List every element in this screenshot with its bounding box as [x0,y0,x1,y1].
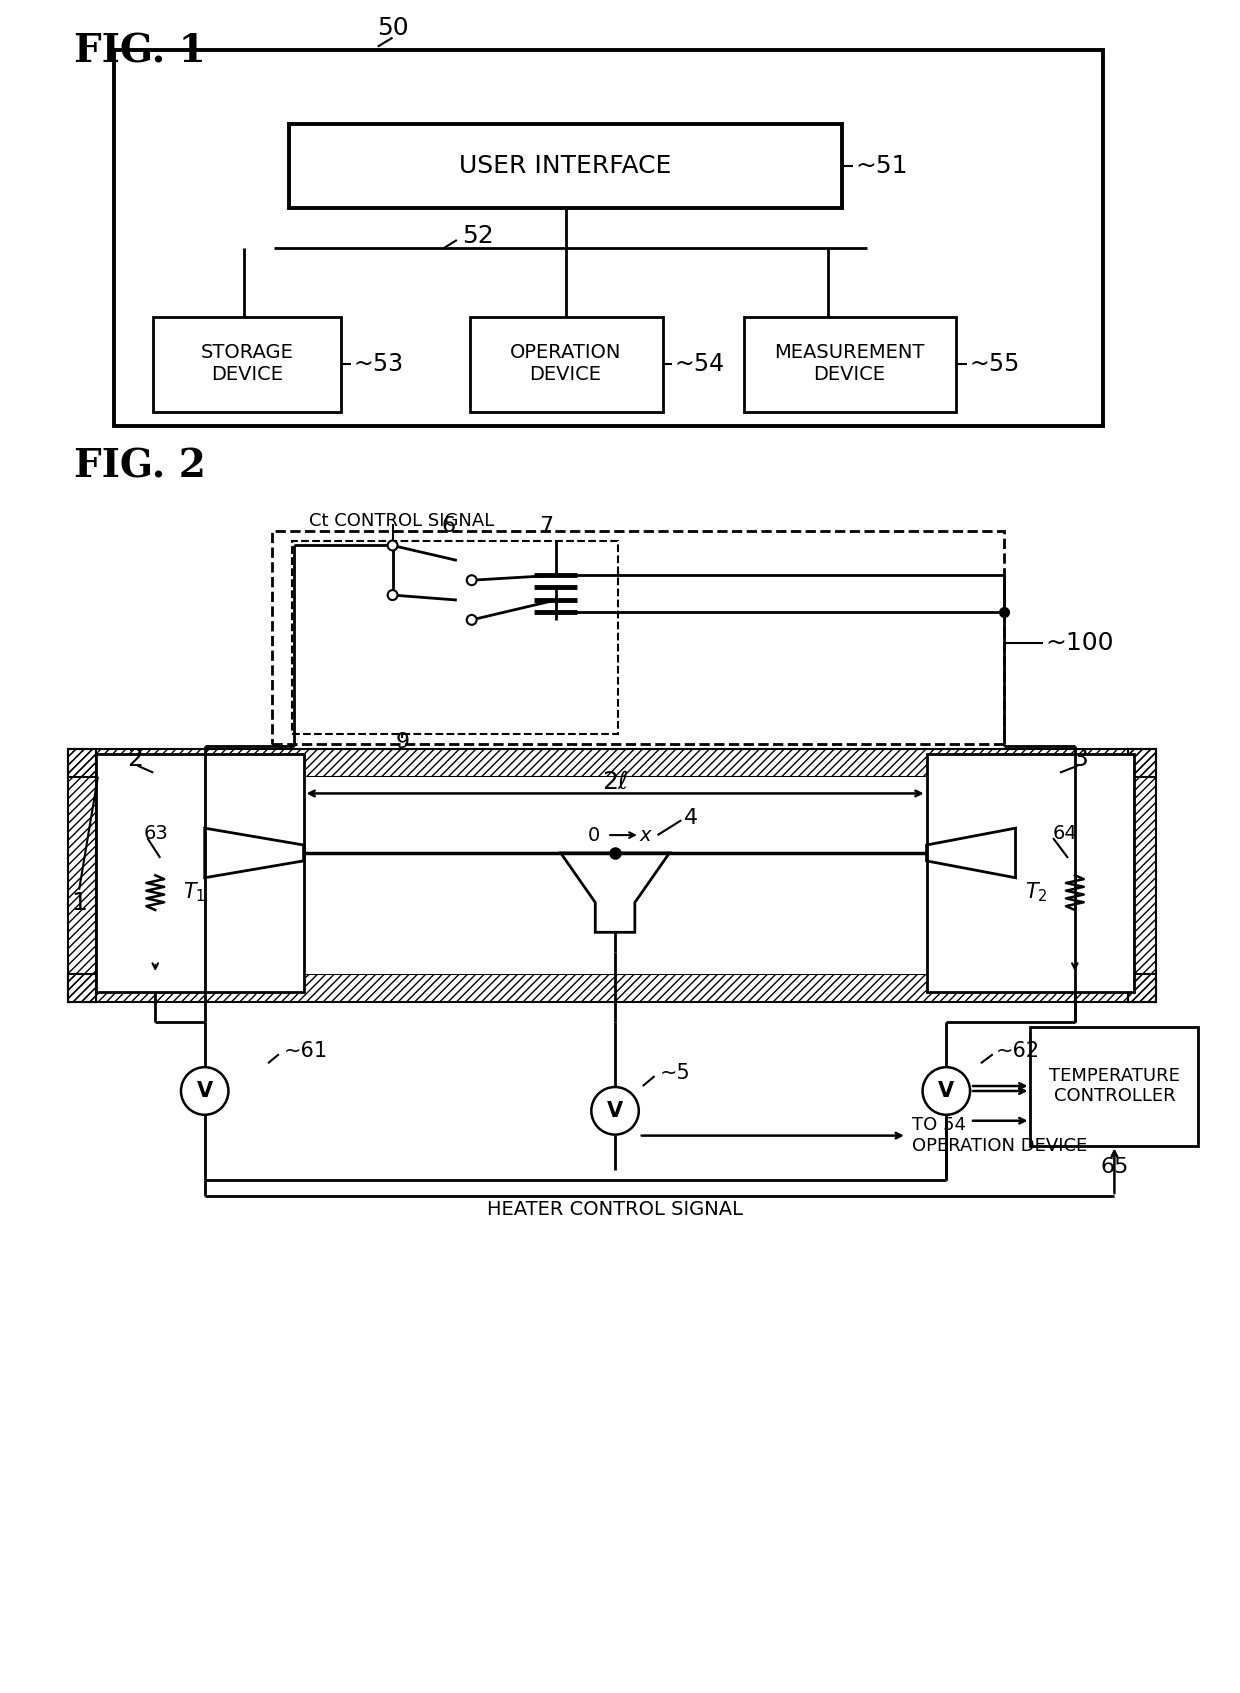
Text: 6: 6 [441,516,456,535]
Text: ~55: ~55 [968,352,1019,376]
Bar [68,748,95,1002]
Bar [272,530,1003,743]
Text: ~53: ~53 [353,352,403,376]
Bar [1030,1026,1198,1146]
Text: 0: 0 [588,826,600,845]
Text: 63: 63 [144,823,169,843]
Text: OPERATION
DEVICE: OPERATION DEVICE [510,344,621,384]
Circle shape [923,1067,970,1114]
Text: 3: 3 [1071,747,1087,770]
Text: 1: 1 [71,891,87,914]
Text: ~54: ~54 [675,352,724,376]
Text: ~62: ~62 [996,1041,1040,1062]
Circle shape [181,1067,228,1114]
Text: 52: 52 [461,223,494,249]
Circle shape [388,540,398,550]
Bar [470,317,662,411]
Text: FIG. 2: FIG. 2 [74,447,206,486]
Text: USER INTERFACE: USER INTERFACE [460,154,672,178]
Bar [291,540,618,735]
Bar [68,748,1156,777]
Text: V: V [197,1080,213,1100]
Text: 65: 65 [1100,1158,1128,1177]
Text: HEATER CONTROL SIGNAL: HEATER CONTROL SIGNAL [487,1200,743,1219]
Text: $2\ell$: $2\ell$ [601,770,629,794]
Text: V: V [608,1100,624,1121]
Bar [95,777,1128,973]
Circle shape [591,1087,639,1134]
Text: 4: 4 [684,808,698,828]
Text: 9: 9 [396,731,409,752]
Circle shape [388,591,398,599]
Text: STORAGE
DEVICE: STORAGE DEVICE [201,344,294,384]
Text: 2: 2 [128,747,144,770]
Text: $T_2$: $T_2$ [1024,880,1047,904]
Text: $T_1$: $T_1$ [184,880,206,904]
Bar [154,317,341,411]
Text: V: V [939,1080,955,1100]
Text: ~51: ~51 [856,154,908,178]
Text: x: x [640,826,651,845]
Text: TO 54
OPERATION DEVICE: TO 54 OPERATION DEVICE [911,1116,1087,1155]
Circle shape [466,615,476,625]
Text: TEMPERATURE
CONTROLLER: TEMPERATURE CONTROLLER [1049,1067,1179,1106]
Bar [95,753,304,992]
Text: MEASUREMENT
DEVICE: MEASUREMENT DEVICE [774,344,925,384]
Bar [744,317,956,411]
Circle shape [466,576,476,586]
Text: ~5: ~5 [660,1063,691,1084]
Bar [926,753,1135,992]
Text: FIG. 1: FIG. 1 [74,32,206,71]
Bar [114,49,1102,427]
Bar [1128,748,1156,1002]
Text: 7: 7 [538,516,553,535]
Text: ~100: ~100 [1045,631,1114,655]
Bar [289,124,842,208]
Text: 50: 50 [377,15,408,39]
Text: ~61: ~61 [284,1041,327,1062]
Bar [68,973,1156,1002]
Text: 64: 64 [1053,823,1078,843]
Text: Ct CONTROL SIGNAL: Ct CONTROL SIGNAL [309,511,494,530]
